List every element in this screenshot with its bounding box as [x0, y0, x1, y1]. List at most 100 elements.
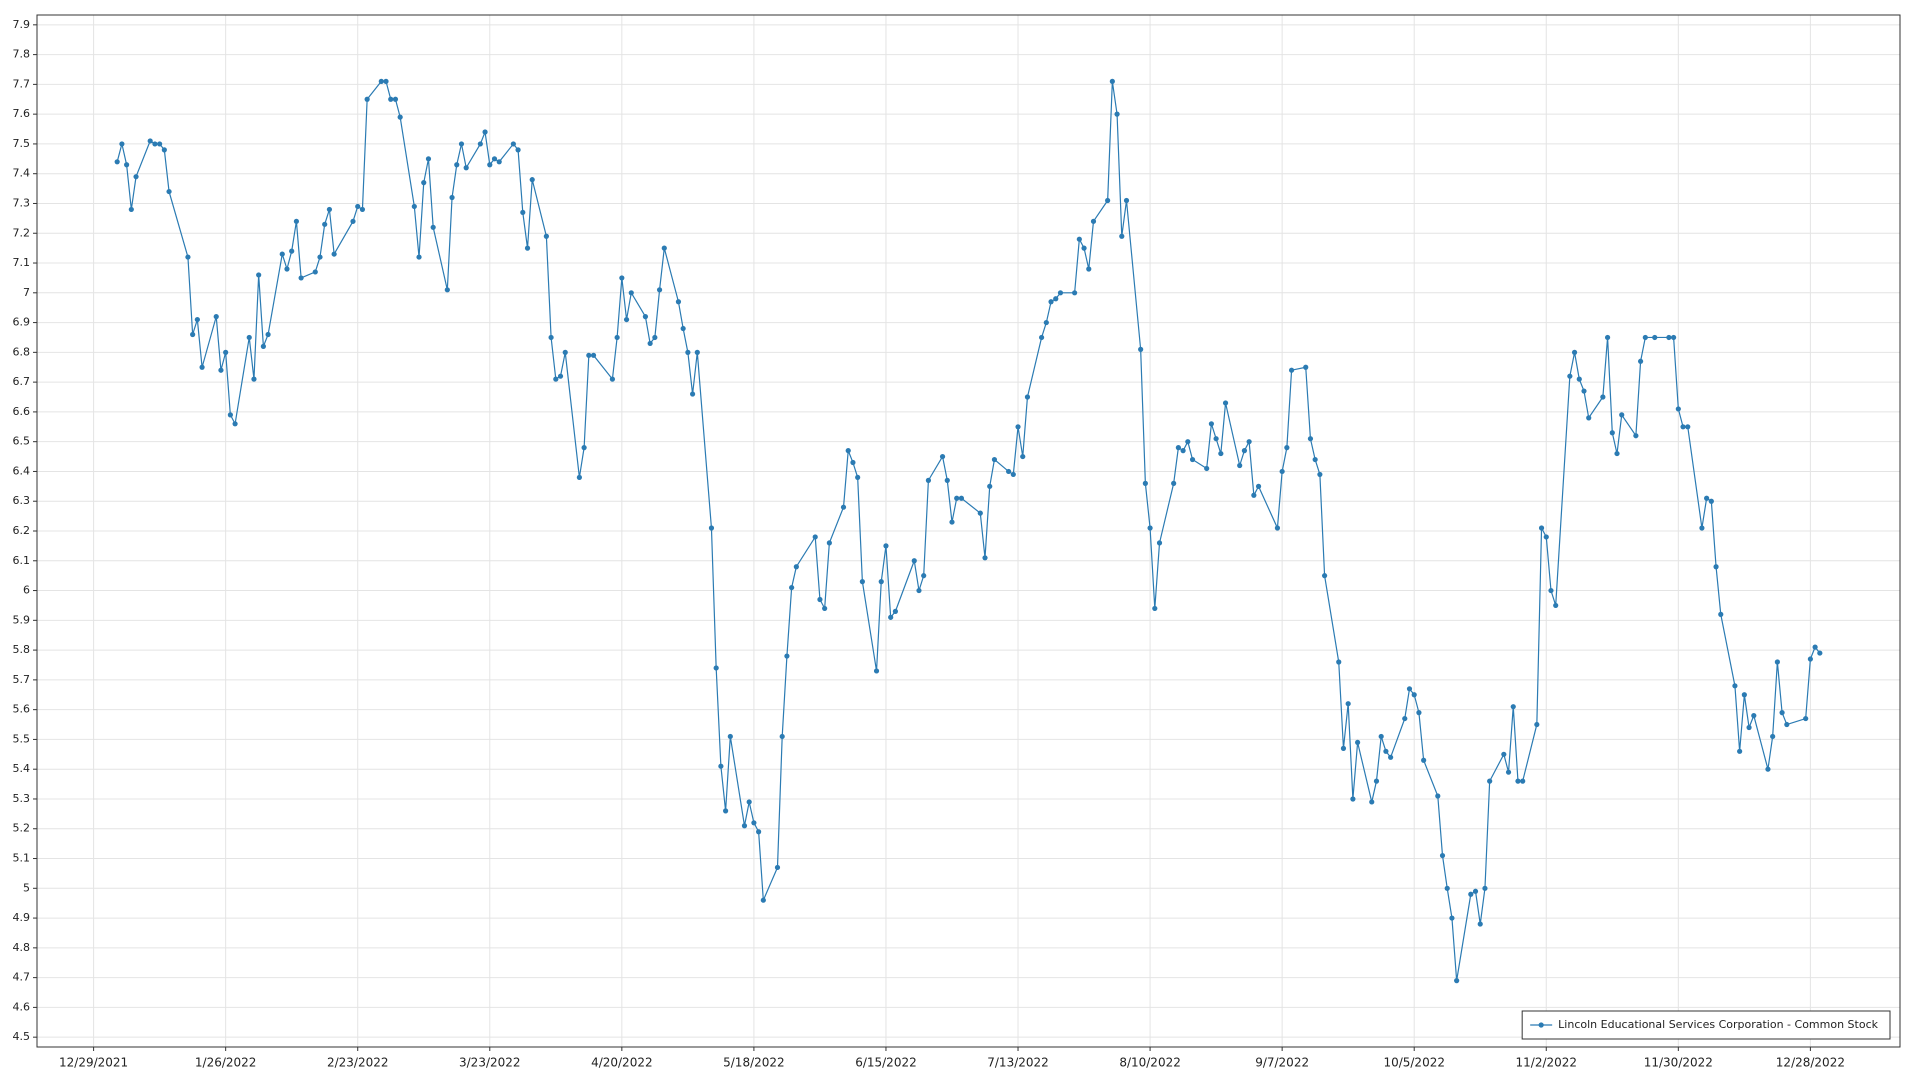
legend: Lincoln Educational Services Corporation… [1521, 1010, 1891, 1040]
data-point [491, 156, 498, 162]
data-point [482, 129, 488, 135]
y-tick-label: 6.6 [13, 405, 31, 418]
data-point [888, 614, 894, 620]
data-point [1213, 436, 1219, 442]
data-point [1614, 450, 1620, 457]
data-point [751, 820, 757, 826]
y-tick-label: 6 [23, 584, 30, 597]
data-point [1713, 564, 1719, 570]
data-point [1671, 334, 1677, 341]
data-point [1600, 394, 1606, 400]
data-point [826, 540, 832, 546]
x-tick-label: 5/18/2022 [723, 1056, 785, 1070]
data-point [1609, 430, 1615, 436]
data-point [1746, 724, 1752, 731]
data-point [1604, 334, 1611, 341]
y-tick-label: 5 [23, 881, 30, 894]
y-tick-label: 5.8 [13, 643, 31, 656]
x-tick-label: 4/20/2022 [591, 1056, 653, 1070]
data-point [279, 251, 285, 257]
data-point [1175, 445, 1181, 451]
data-point [411, 203, 417, 210]
data-point [741, 823, 748, 829]
plot-frame [36, 14, 1901, 1048]
data-point [685, 349, 691, 355]
data-point [1251, 492, 1257, 498]
data-point [1024, 394, 1031, 400]
data-point [1704, 495, 1710, 501]
data-point [1567, 373, 1573, 379]
data-point [232, 421, 238, 427]
data-point [265, 331, 271, 338]
data-point [954, 495, 960, 501]
data-point [784, 653, 790, 659]
data-point [1388, 754, 1394, 760]
data-point [1189, 456, 1196, 463]
data-point [1510, 704, 1516, 710]
data-point [166, 188, 172, 195]
data-point [1406, 686, 1413, 692]
data-point [449, 194, 455, 201]
data-point [322, 221, 328, 227]
data-point [487, 162, 493, 168]
data-point [1454, 978, 1460, 984]
data-point [185, 254, 191, 260]
data-point [987, 483, 993, 489]
data-point [1449, 915, 1455, 921]
data-point [1576, 376, 1582, 382]
data-point [1218, 450, 1224, 457]
data-point [553, 376, 559, 382]
data-point [1534, 721, 1540, 728]
data-point [133, 174, 139, 180]
y-tick-label: 4.7 [13, 971, 31, 984]
data-point [199, 364, 205, 370]
data-point [1765, 766, 1771, 772]
data-point [1737, 748, 1743, 754]
data-point [515, 147, 521, 153]
data-point [1444, 885, 1450, 891]
data-point [1303, 364, 1309, 370]
data-point [723, 808, 729, 814]
data-point [1241, 448, 1248, 454]
x-tick-label: 6/15/2022 [855, 1056, 917, 1070]
data-point [680, 325, 686, 332]
data-point [779, 733, 785, 740]
y-tick-label: 4.6 [13, 1000, 31, 1013]
data-point [921, 573, 927, 579]
data-point [246, 334, 252, 341]
data-point [1421, 757, 1427, 763]
data-point [1114, 111, 1120, 117]
y-tick-label: 6.3 [13, 494, 31, 507]
y-tick-label: 7.5 [13, 137, 31, 150]
y-tick-label: 4.5 [13, 1030, 31, 1043]
data-point [1784, 721, 1790, 728]
data-point [1208, 421, 1214, 427]
data-point [812, 534, 818, 540]
y-tick-label: 6.2 [13, 524, 31, 537]
y-tick-label: 5.3 [13, 792, 31, 805]
data-point [1435, 793, 1441, 799]
data-point [991, 456, 998, 463]
y-tick-label: 6.5 [13, 435, 31, 448]
y-tick-label: 7.7 [13, 77, 31, 90]
data-point [1288, 367, 1295, 373]
x-tick-label: 12/29/2021 [59, 1056, 128, 1070]
data-point [1383, 748, 1389, 754]
data-point [124, 162, 130, 168]
data-point [355, 203, 361, 210]
data-point [284, 266, 290, 272]
data-point [840, 504, 847, 510]
data-point [1571, 349, 1578, 355]
data-point [289, 248, 295, 254]
data-point [1501, 751, 1507, 757]
y-tick-label: 7.2 [13, 226, 31, 239]
data-point [1482, 885, 1488, 891]
data-point [1402, 715, 1408, 722]
data-point [477, 141, 483, 147]
data-point [1477, 921, 1483, 927]
data-point [317, 254, 323, 260]
data-point [392, 96, 399, 102]
x-tick-label: 10/5/2022 [1383, 1056, 1445, 1070]
data-point [213, 314, 219, 320]
data-point [1779, 710, 1785, 716]
